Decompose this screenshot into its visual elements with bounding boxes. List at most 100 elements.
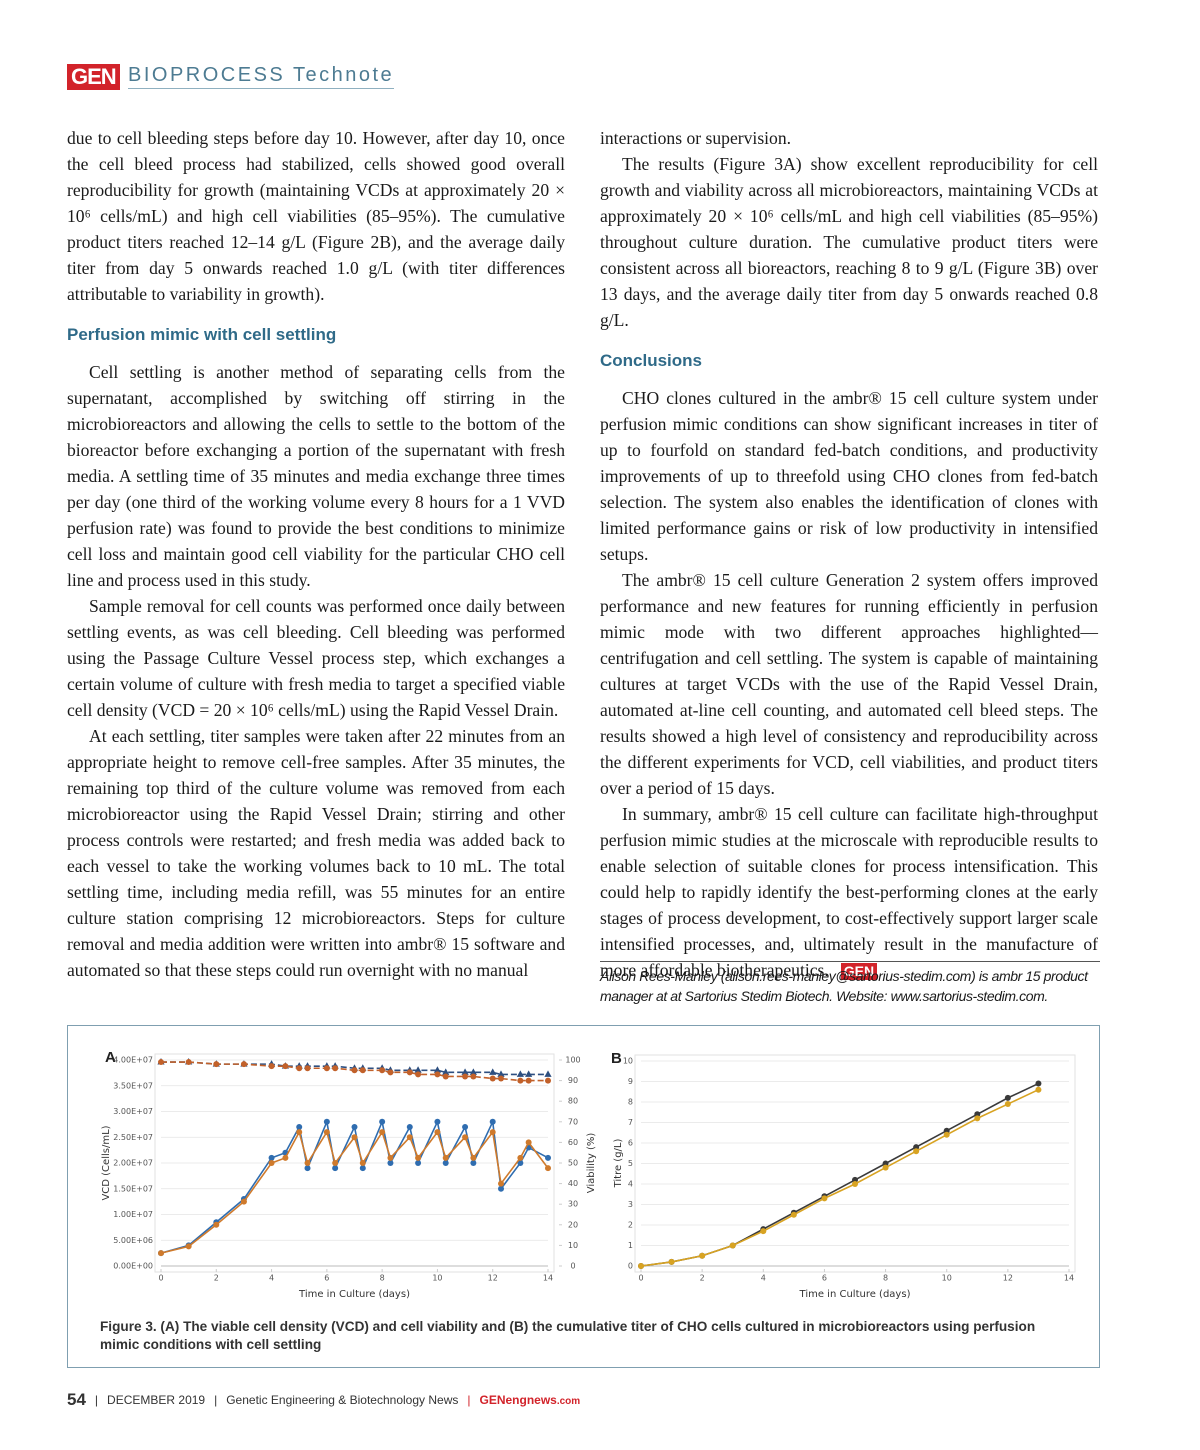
paragraph: The results (Figure 3A) show excellent r…: [600, 154, 1098, 330]
y-tick-label: 1.50E+07: [113, 1184, 153, 1193]
data-point: [462, 1134, 469, 1141]
date: DECEMBER 2019: [107, 1393, 206, 1407]
data-point: [332, 1165, 339, 1172]
y-tick-label: 10: [623, 1057, 633, 1066]
data-point: [185, 1059, 192, 1066]
data-point: [517, 1154, 524, 1161]
data-point: [379, 1129, 386, 1136]
data-point: [415, 1160, 422, 1166]
data-point: [434, 1129, 441, 1136]
data-point: [406, 1123, 413, 1130]
paragraph: The ambr® 15 cell culture Generation 2 s…: [600, 570, 1098, 798]
data-point: [379, 1118, 386, 1125]
y-tick-label: 3.00E+07: [113, 1107, 153, 1116]
data-point: [442, 1154, 449, 1161]
data-point: [544, 1070, 552, 1077]
y-tick-label: 8: [628, 1098, 633, 1107]
y-tick-label: 1.00E+07: [113, 1210, 153, 1219]
data-point: [387, 1154, 394, 1161]
data-point: [296, 1065, 303, 1072]
data-point: [470, 1160, 477, 1166]
paragraph: due to cell bleeding steps before day 10…: [67, 128, 565, 304]
data-point: [760, 1228, 767, 1235]
y-tick-label: 9: [628, 1077, 633, 1086]
data-point: [1004, 1101, 1011, 1108]
y2-tick-label: 60: [568, 1138, 578, 1147]
data-point: [304, 1160, 311, 1166]
data-point: [545, 1154, 551, 1161]
figure-caption: Figure 3. (A) The viable cell density (V…: [100, 1319, 1036, 1352]
y2-tick-label: 30: [568, 1200, 578, 1209]
x-tick-label: 4: [761, 1274, 766, 1283]
x-tick-label: 12: [488, 1274, 498, 1283]
data-point: [699, 1252, 706, 1259]
x-tick-label: 10: [942, 1274, 952, 1283]
data-point: [729, 1242, 736, 1249]
data-point: [442, 1073, 449, 1080]
data-point: [213, 1061, 220, 1068]
logo: GEN: [67, 64, 120, 90]
data-point: [525, 1070, 533, 1077]
paragraph: Cell settling is another method of separ…: [67, 362, 565, 590]
data-point: [414, 1066, 422, 1073]
y2-tick-label: 40: [568, 1179, 578, 1188]
data-point: [974, 1111, 981, 1118]
data-point: [461, 1068, 469, 1075]
y2-tick-label: 100: [565, 1056, 580, 1065]
data-point: [943, 1131, 950, 1138]
y-tick-label: 2: [628, 1221, 633, 1230]
data-point: [240, 1198, 247, 1205]
paragraph: In summary, ambr® 15 cell culture can fa…: [600, 801, 1098, 983]
data-point: [943, 1127, 950, 1134]
data-point: [332, 1160, 339, 1166]
data-point: [323, 1129, 330, 1136]
panel-label: B: [611, 1050, 622, 1067]
data-point: [158, 1059, 164, 1066]
x-axis-label: Time in Culture (days): [298, 1289, 410, 1300]
site-suffix: .com: [556, 1396, 581, 1407]
y-tick-label: 4.00E+07: [113, 1056, 153, 1065]
separator: |: [94, 1393, 99, 1407]
x-tick-label: 0: [638, 1274, 643, 1283]
data-point: [304, 1165, 311, 1172]
paragraph-text: In summary, ambr® 15 cell culture can fa…: [600, 804, 1098, 980]
paragraph: At each settling, titer samples were tak…: [67, 726, 565, 980]
data-point: [323, 1065, 330, 1072]
y-tick-label: 1: [628, 1241, 633, 1250]
y-axis-label: VCD (Cells/mL): [101, 1125, 112, 1200]
y2-tick-label: 50: [568, 1159, 578, 1168]
separator: |: [467, 1393, 471, 1407]
data-point: [296, 1129, 303, 1136]
data-point: [668, 1258, 675, 1265]
x-axis-label: Time in Culture (days): [799, 1289, 911, 1300]
y2-tick-label: 70: [568, 1117, 578, 1126]
x-tick-label: 12: [1003, 1274, 1013, 1283]
heading: Perfusion mimic with cell settling: [67, 325, 337, 344]
y-tick-label: 6: [628, 1139, 633, 1148]
x-tick-label: 8: [380, 1274, 385, 1283]
data-point: [442, 1068, 450, 1075]
heading: Conclusions: [600, 351, 703, 370]
y-tick-label: 3.50E+07: [113, 1081, 153, 1090]
paragraph: interactions or supervision.: [600, 128, 792, 148]
y-tick-label: 5: [628, 1159, 633, 1168]
data-point: [415, 1154, 422, 1161]
data-point: [525, 1139, 532, 1146]
data-point: [498, 1185, 505, 1192]
data-point: [332, 1065, 339, 1072]
data-point: [387, 1160, 394, 1166]
data-point: [359, 1067, 366, 1074]
data-point: [882, 1164, 889, 1171]
data-point: [638, 1263, 644, 1269]
y-tick-label: 4: [628, 1180, 633, 1189]
data-point: [406, 1134, 413, 1141]
y-tick-label: 5.00E+06: [113, 1236, 153, 1245]
data-point: [913, 1144, 920, 1151]
data-point: [489, 1118, 496, 1125]
data-point: [1004, 1094, 1011, 1101]
data-point: [545, 1077, 551, 1084]
author-note: Alison Rees-Manley (alison.rees-manley@s…: [600, 961, 1100, 1006]
y-tick-label: 3: [628, 1200, 633, 1209]
data-point: [469, 1068, 477, 1075]
